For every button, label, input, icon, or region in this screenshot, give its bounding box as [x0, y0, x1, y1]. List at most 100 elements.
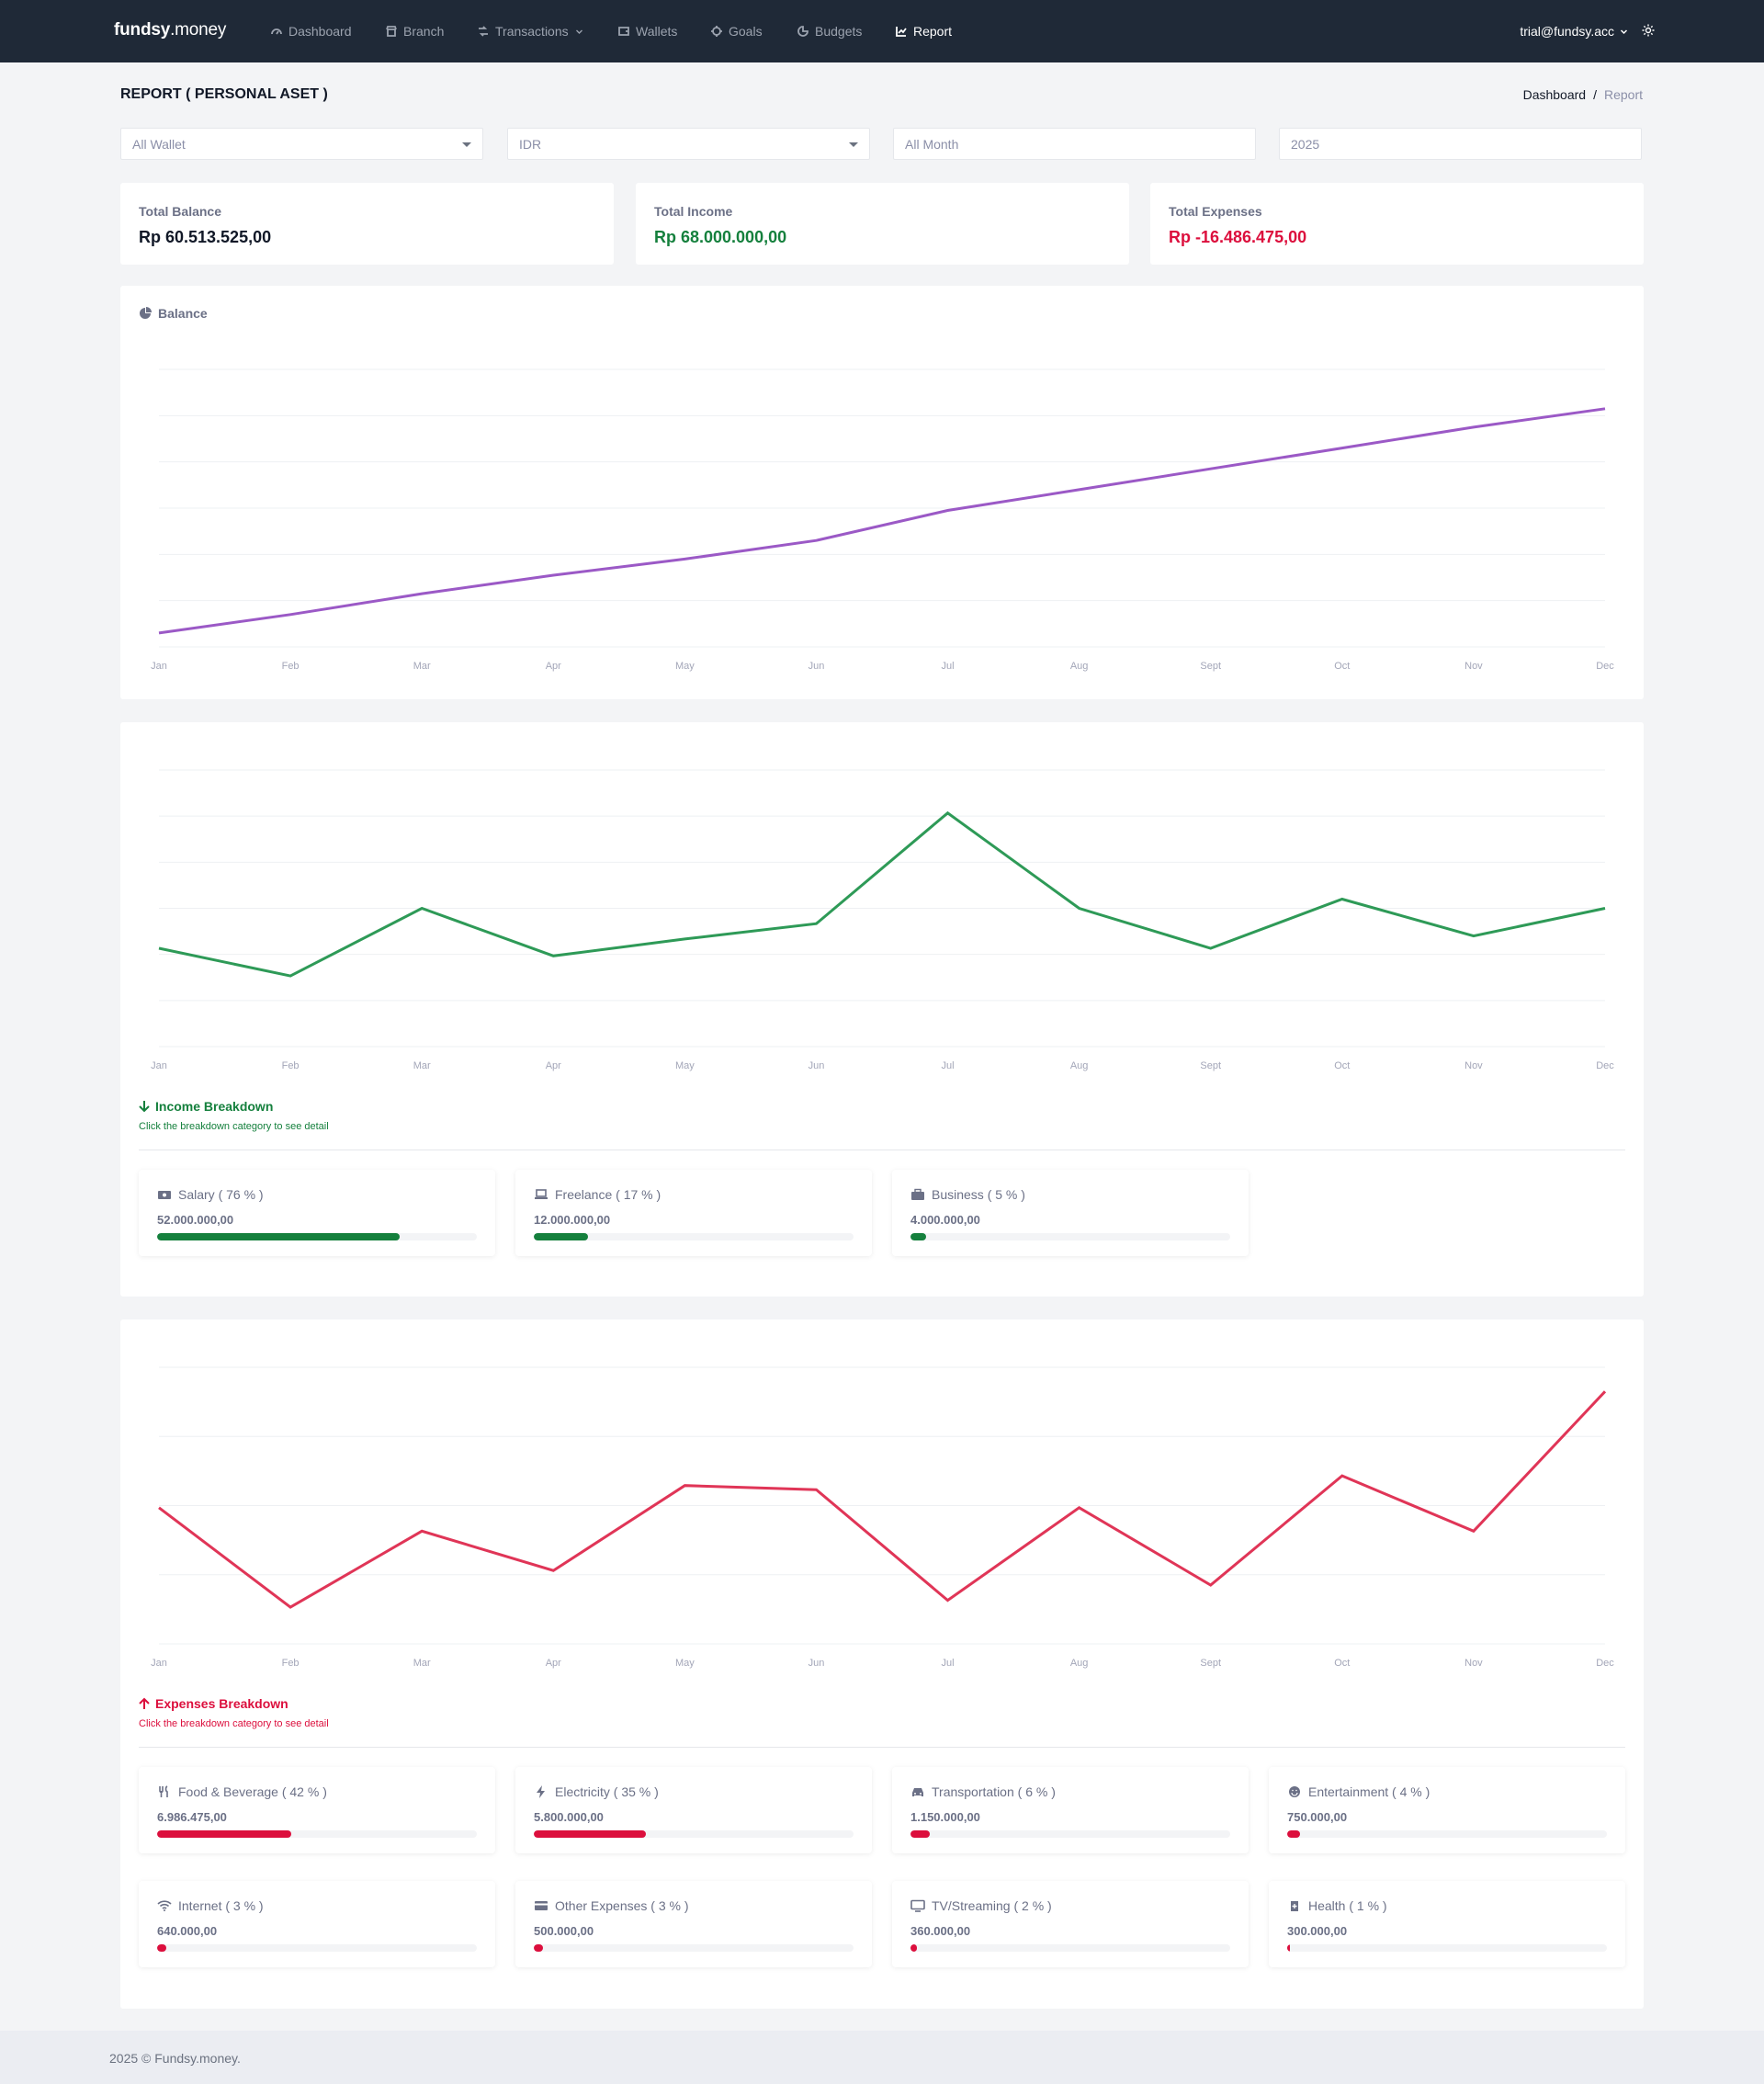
x-tick-label: Dec: [1596, 661, 1614, 672]
breakdown-item-name: Other Expenses ( 3 % ): [534, 1898, 689, 1913]
breakdown-item[interactable]: Entertainment ( 4 % ) 750.000,00: [1269, 1767, 1625, 1853]
stat-card-balance: Total Balance Rp 60.513.525,00: [120, 183, 614, 265]
nav-item-report[interactable]: Report: [896, 22, 952, 40]
breakdown-item-name: Entertainment ( 4 % ): [1287, 1784, 1430, 1799]
stat-value: Rp -16.486.475,00: [1169, 228, 1307, 246]
x-tick-label: Nov: [1464, 1060, 1483, 1071]
income-card: Jan Feb Mar Apr May Jun Jul Aug Sept Oct Nov Dec In…: [120, 722, 1644, 1297]
x-tick-label: Jan: [151, 1658, 167, 1669]
breadcrumb-dashboard[interactable]: Dashboard: [1522, 87, 1587, 102]
breakdown-item[interactable]: TV/Streaming ( 2 % ) 360.000,00: [892, 1881, 1249, 1967]
progress-bar: [534, 1830, 854, 1838]
breakdown-item-name: Electricity ( 35 % ): [534, 1784, 659, 1799]
x-tick-label: Sept: [1200, 1658, 1221, 1669]
breakdown-item-name: Health ( 1 % ): [1287, 1898, 1387, 1913]
income-breakdown-title: Income Breakdown: [139, 1099, 273, 1114]
progress-fill: [910, 1944, 917, 1952]
stat-label: Total Income: [654, 204, 733, 219]
breakdown-item-name: Salary ( 76 % ): [157, 1187, 264, 1202]
progress-bar: [1287, 1830, 1607, 1838]
x-tick-label: Jul: [942, 661, 955, 672]
x-tick-label: Feb: [282, 1060, 300, 1071]
stat-value: Rp 60.513.525,00: [139, 228, 272, 246]
breakdown-item[interactable]: Transportation ( 6 % ) 1.150.000,00: [892, 1767, 1249, 1853]
x-tick-label: May: [675, 1060, 695, 1071]
store-icon: [386, 26, 397, 37]
x-tick-label: Jun: [808, 661, 825, 672]
app-logo[interactable]: fundsy.money: [114, 20, 227, 40]
briefcase-icon: [911, 1188, 924, 1200]
income-chart: Jan Feb Mar Apr May Jun Jul Aug Sept Oct Nov Dec: [151, 769, 1614, 1071]
x-tick-label: Oct: [1334, 661, 1350, 672]
expenses-breakdown-title: Expenses Breakdown: [139, 1696, 288, 1711]
breakdown-item[interactable]: Food & Beverage ( 42 % ) 6.986.475,00: [139, 1767, 495, 1853]
expenses-card: Jan Feb Mar Apr May Jun Jul Aug Sept Oct Nov Dec Ex…: [120, 1319, 1644, 2009]
breakdown-item-amount: 300.000,00: [1287, 1924, 1348, 1938]
progress-fill: [534, 1830, 646, 1838]
income-breakdown-subtitle: Click the breakdown category to see deta…: [139, 1121, 329, 1132]
year-input[interactable]: 2025: [1279, 128, 1642, 160]
nav-item-dashboard[interactable]: Dashboard: [271, 22, 352, 40]
breadcrumb: Dashboard / Report: [1523, 87, 1643, 102]
top-navbar: fundsy.money Dashboard Branch Transactio…: [0, 0, 1764, 62]
breakdown-item[interactable]: Business ( 5 % ) 4.000.000,00: [892, 1170, 1249, 1256]
x-tick-label: Sept: [1200, 661, 1221, 672]
nav-item-transactions[interactable]: Transactions: [478, 22, 583, 40]
stat-label: Total Balance: [139, 204, 221, 219]
car-icon: [912, 1788, 923, 1796]
progress-bar: [157, 1233, 477, 1240]
balance-chart: Jan Feb Mar Apr May Jun Jul Aug Sept Oct Nov Dec: [151, 368, 1614, 672]
x-tick-label: Feb: [282, 661, 300, 672]
breakdown-item[interactable]: Salary ( 76 % ) 52.000.000,00: [139, 1170, 495, 1256]
breakdown-item[interactable]: Internet ( 3 % ) 640.000,00: [139, 1881, 495, 1967]
balance-chart-card: Jan Feb Mar Apr May Jun Jul Aug Sept Oct Nov Dec Ba…: [120, 286, 1644, 699]
page-title: REPORT ( PERSONAL ASET ): [120, 86, 328, 102]
breakdown-item-label: Other Expenses ( 3 % ): [555, 1898, 689, 1913]
expenses-chart: Jan Feb Mar Apr May Jun Jul Aug Sept Oct Nov Dec: [151, 1366, 1614, 1669]
theme-toggle-icon[interactable]: [1642, 24, 1655, 37]
breakdown-item[interactable]: Electricity ( 35 % ) 5.800.000,00: [515, 1767, 872, 1853]
breadcrumb-current: Report: [1603, 87, 1643, 102]
nav-item-wallets[interactable]: Wallets: [618, 22, 677, 40]
currency-select[interactable]: IDR: [507, 128, 870, 160]
breadcrumb-separator: /: [1593, 87, 1597, 102]
progress-bar: [910, 1944, 1230, 1952]
nav-item-goals[interactable]: Goals: [711, 22, 763, 40]
breakdown-item[interactable]: Other Expenses ( 3 % ) 500.000,00: [515, 1881, 872, 1967]
laptop-icon: [535, 1189, 548, 1199]
breakdown-item[interactable]: Freelance ( 17 % ) 12.000.000,00: [515, 1170, 872, 1256]
transactions-icon: [479, 26, 488, 37]
progress-bar: [534, 1944, 854, 1952]
x-tick-label: Jan: [151, 1060, 167, 1071]
stat-card-income: Total Income Rp 68.000.000,00: [636, 183, 1129, 265]
progress-fill: [910, 1233, 927, 1240]
breakdown-item-name: Food & Beverage ( 42 % ): [157, 1784, 327, 1799]
breakdown-item-name: Internet ( 3 % ): [157, 1898, 264, 1913]
progress-bar: [157, 1944, 477, 1952]
breakdown-item-label: Business ( 5 % ): [932, 1187, 1025, 1202]
pie-chart-icon: [140, 307, 152, 319]
progress-fill: [1287, 1944, 1291, 1952]
x-tick-label: Dec: [1596, 1658, 1614, 1669]
progress-bar: [1287, 1944, 1607, 1952]
nav-item-branch[interactable]: Branch: [386, 22, 444, 40]
x-tick-label: Aug: [1070, 661, 1089, 672]
user-menu[interactable]: trial@fundsy.acc: [1520, 24, 1628, 39]
month-input[interactable]: All Month: [893, 128, 1256, 160]
series-line: [158, 810, 1606, 978]
expenses-breakdown-subtitle: Click the breakdown category to see deta…: [139, 1718, 329, 1729]
utensils-icon: [159, 1785, 168, 1797]
caret-down-icon: [849, 142, 858, 147]
x-tick-label: Aug: [1070, 1658, 1089, 1669]
x-tick-label: Dec: [1596, 1060, 1614, 1071]
wallet-select[interactable]: All Wallet: [120, 128, 483, 160]
x-tick-label: Jul: [942, 1658, 955, 1669]
x-tick-label: Feb: [282, 1658, 300, 1669]
progress-fill: [157, 1830, 292, 1838]
footer-copyright: 2025 © Fundsy.money.: [109, 2051, 241, 2066]
breakdown-item[interactable]: Health ( 1 % ) 300.000,00: [1269, 1881, 1625, 1967]
nav-item-budgets[interactable]: Budgets: [797, 22, 862, 40]
breakdown-item-amount: 640.000,00: [157, 1924, 218, 1938]
progress-bar: [157, 1830, 477, 1838]
bolt-icon: [537, 1785, 545, 1798]
